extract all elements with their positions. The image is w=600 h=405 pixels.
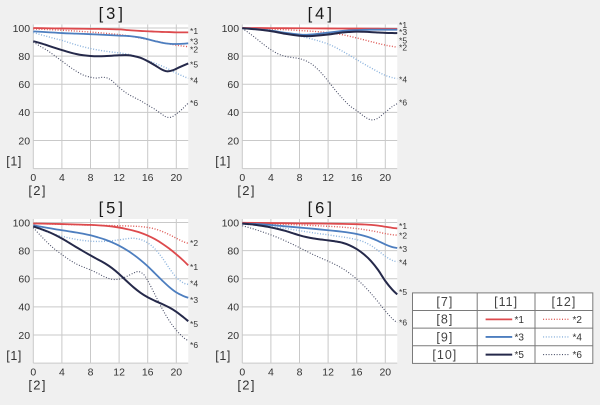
svg-text:[11]: [11] [494, 295, 518, 309]
svg-text:8: 8 [88, 172, 94, 184]
svg-text:[2]: [2] [28, 183, 46, 198]
svg-text:20: 20 [18, 330, 30, 342]
svg-text:[3]: [3] [99, 5, 126, 23]
svg-text:0: 0 [30, 366, 36, 378]
svg-text:20: 20 [170, 366, 182, 378]
svg-text:12: 12 [113, 172, 125, 184]
svg-text:[7]: [7] [436, 295, 453, 309]
svg-text:*6: *6 [399, 97, 407, 107]
svg-text:[1]: [1] [215, 155, 231, 169]
svg-text:4: 4 [268, 366, 274, 378]
svg-text:80: 80 [18, 51, 30, 63]
svg-text:*5: *5 [190, 60, 198, 70]
svg-text:60: 60 [18, 79, 30, 91]
svg-text:12: 12 [322, 366, 334, 378]
svg-text:20: 20 [170, 172, 182, 184]
svg-text:*4: *4 [190, 279, 198, 289]
svg-text:[9]: [9] [436, 330, 453, 344]
svg-text:*2: *2 [399, 231, 407, 241]
svg-text:40: 40 [18, 107, 30, 119]
svg-text:100: 100 [13, 23, 31, 35]
svg-text:20: 20 [379, 172, 391, 184]
svg-text:*6: *6 [573, 350, 583, 361]
svg-text:16: 16 [142, 366, 154, 378]
svg-text:60: 60 [18, 274, 30, 286]
svg-text:8: 8 [297, 172, 303, 184]
svg-text:80: 80 [227, 51, 239, 63]
svg-text:0: 0 [239, 366, 245, 378]
svg-text:20: 20 [227, 135, 239, 147]
svg-text:16: 16 [351, 366, 363, 378]
svg-text:*1: *1 [190, 26, 198, 36]
svg-text:*2: *2 [190, 238, 198, 248]
svg-text:[5]: [5] [99, 200, 126, 218]
svg-text:[6]: [6] [308, 200, 335, 218]
svg-text:4: 4 [59, 366, 65, 378]
svg-text:*2: *2 [190, 44, 198, 54]
svg-text:[2]: [2] [237, 183, 255, 198]
svg-text:16: 16 [142, 172, 154, 184]
svg-text:8: 8 [297, 366, 303, 378]
svg-text:*2: *2 [399, 42, 407, 52]
svg-text:[10]: [10] [432, 348, 457, 362]
svg-text:40: 40 [18, 302, 30, 314]
svg-text:16: 16 [351, 172, 363, 184]
svg-text:60: 60 [227, 274, 239, 286]
svg-text:40: 40 [227, 107, 239, 119]
svg-text:20: 20 [18, 135, 30, 147]
svg-text:*3: *3 [515, 332, 525, 343]
svg-text:*6: *6 [399, 318, 407, 328]
svg-text:4: 4 [268, 172, 274, 184]
svg-text:100: 100 [222, 217, 240, 229]
svg-text:*6: *6 [190, 340, 198, 350]
svg-text:[2]: [2] [237, 378, 255, 393]
svg-text:12: 12 [113, 366, 125, 378]
svg-text:40: 40 [227, 302, 239, 314]
svg-text:*5: *5 [515, 350, 525, 361]
svg-text:0: 0 [30, 172, 36, 184]
svg-text:*4: *4 [399, 258, 407, 268]
svg-text:[1]: [1] [6, 155, 22, 169]
svg-text:8: 8 [88, 366, 94, 378]
svg-text:*3: *3 [190, 37, 198, 47]
svg-text:4: 4 [59, 172, 65, 184]
svg-text:*1: *1 [190, 262, 198, 272]
svg-text:*4: *4 [399, 75, 407, 85]
svg-text:80: 80 [227, 245, 239, 257]
svg-text:80: 80 [18, 245, 30, 257]
svg-text:*4: *4 [190, 76, 198, 86]
svg-text:*2: *2 [573, 315, 583, 326]
svg-text:100: 100 [13, 217, 31, 229]
svg-text:*1: *1 [399, 20, 407, 30]
svg-text:60: 60 [227, 79, 239, 91]
svg-text:*3: *3 [399, 27, 407, 37]
svg-text:100: 100 [222, 23, 240, 35]
svg-text:*1: *1 [399, 221, 407, 231]
svg-text:[12]: [12] [551, 295, 576, 309]
svg-text:*5: *5 [190, 319, 198, 329]
svg-text:*6: *6 [190, 98, 198, 108]
svg-text:*5: *5 [399, 287, 407, 297]
svg-text:*5: *5 [399, 35, 407, 45]
svg-text:12: 12 [322, 172, 334, 184]
svg-text:[2]: [2] [28, 378, 46, 393]
svg-text:20: 20 [379, 366, 391, 378]
svg-text:[1]: [1] [6, 349, 22, 363]
svg-text:*1: *1 [515, 315, 525, 326]
svg-text:0: 0 [239, 172, 245, 184]
svg-text:20: 20 [227, 330, 239, 342]
svg-text:[1]: [1] [215, 349, 231, 363]
svg-text:*3: *3 [190, 295, 198, 305]
svg-text:[4]: [4] [308, 5, 335, 23]
svg-text:[8]: [8] [436, 313, 453, 327]
svg-text:*3: *3 [399, 244, 407, 254]
svg-text:*4: *4 [573, 332, 583, 343]
